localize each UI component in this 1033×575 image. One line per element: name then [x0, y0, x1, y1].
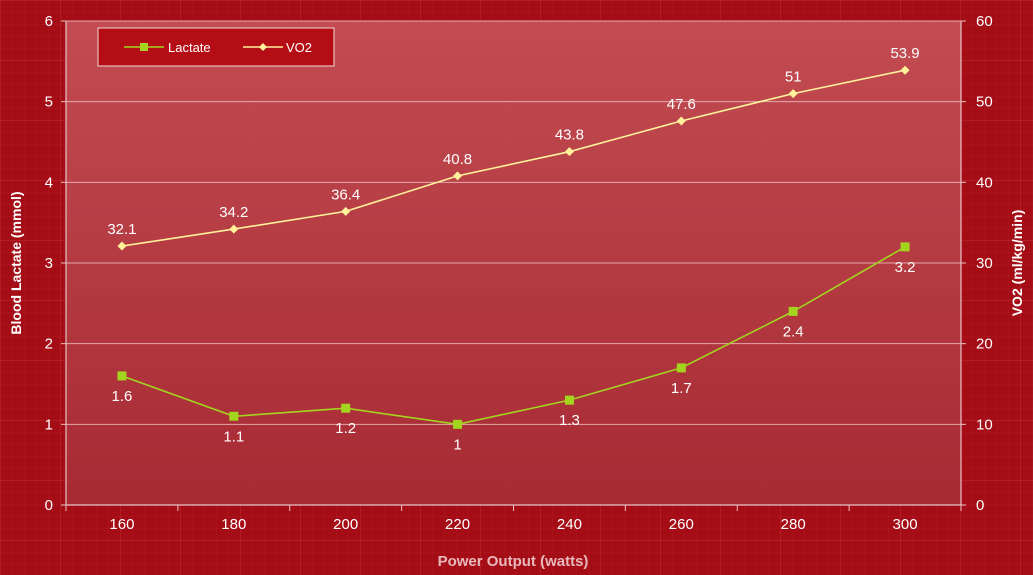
- vo2-data-label: 53.9: [890, 45, 919, 62]
- lactate-point: [341, 403, 351, 413]
- vo2-data-label: 32.1: [107, 221, 136, 238]
- y-left-tick-label: 4: [45, 174, 53, 191]
- lactate-point: [453, 419, 463, 429]
- y-left-tick-label: 5: [45, 94, 53, 111]
- vo2-point: [229, 224, 239, 234]
- lactate-point: [117, 371, 127, 381]
- vo2-point: [676, 116, 686, 126]
- data-labels: 1.6 1.1 1.2 1 1.3 1.7 2.4 3.2 32.1 34.2 36.4 40.8 43…: [107, 45, 919, 453]
- x-tick-label: 200: [333, 516, 358, 533]
- gridlines: [66, 20, 961, 425]
- y-right-tick-label: 60: [976, 13, 993, 30]
- lactate-point: [676, 363, 686, 373]
- series-line-vo2: [121, 69, 906, 247]
- vo2-data-label: 36.4: [331, 186, 360, 203]
- x-tick-label: 180: [221, 516, 246, 533]
- x-tick-label: 300: [893, 516, 918, 533]
- legend-vo2-label: VO2: [286, 40, 312, 55]
- y-left-tick-label: 1: [45, 416, 53, 433]
- legend-lactate-marker: [140, 43, 148, 51]
- legend-lactate-label: Lactate: [168, 40, 211, 55]
- legend: Lactate VO2: [97, 27, 335, 67]
- lactate-data-label: 3.2: [895, 259, 916, 276]
- vo2-data-label: 43.8: [555, 127, 584, 144]
- lactate-point: [229, 411, 239, 421]
- y-left-tick-label: 0: [45, 497, 53, 514]
- y-right-tick-label: 0: [976, 497, 984, 514]
- series-line-lactate: [121, 246, 906, 426]
- lactate-data-label: 1.7: [671, 380, 692, 397]
- x-tick-label: 280: [781, 516, 806, 533]
- y-right-tick-label: 10: [976, 416, 993, 433]
- vo2-data-label: 34.2: [219, 204, 248, 221]
- y-axis-left-title: Blood Lactate (mmol): [8, 191, 24, 334]
- vo2-point: [788, 89, 798, 99]
- lactate-data-label: 1.1: [223, 428, 244, 445]
- vo2-data-label: 40.8: [443, 151, 472, 168]
- lactate-data-label: 1.3: [559, 412, 580, 429]
- vo2-point: [564, 147, 574, 157]
- lactate-point: [900, 242, 910, 252]
- x-tick-label: 260: [669, 516, 694, 533]
- x-axis-title: Power Output (watts): [438, 553, 589, 570]
- lactate-point: [788, 306, 798, 316]
- lactate-point: [564, 395, 574, 405]
- vo2-point: [117, 241, 127, 251]
- lactate-data-label: 1: [453, 436, 461, 453]
- y-left-tick-label: 6: [45, 13, 53, 30]
- vo2-point: [453, 171, 463, 181]
- vo2-data-label: 47.6: [667, 96, 696, 113]
- vo2-point: [900, 65, 910, 75]
- y-left-tick-label: 3: [45, 255, 53, 272]
- y-right-tick-label: 40: [976, 174, 993, 191]
- y-right-tick-label: 20: [976, 336, 993, 353]
- y-right-tick-label: 50: [976, 94, 993, 111]
- lactate-data-label: 1.6: [112, 388, 133, 405]
- y-axis-right-title: VO2 (ml/kg/min): [1009, 210, 1025, 317]
- series-layer: [117, 65, 910, 429]
- y-right-tick-label: 30: [976, 255, 993, 272]
- y-left-tick-label: 2: [45, 336, 53, 353]
- x-tick-label: 160: [109, 516, 134, 533]
- vo2-point: [341, 206, 351, 216]
- lactate-data-label: 2.4: [783, 323, 804, 340]
- legend-vo2-marker: [259, 43, 267, 51]
- x-tick-label: 220: [445, 516, 470, 533]
- vo2-data-label: 51: [785, 69, 802, 86]
- x-tick-label: 240: [557, 516, 582, 533]
- lactate-data-label: 1.2: [335, 420, 356, 437]
